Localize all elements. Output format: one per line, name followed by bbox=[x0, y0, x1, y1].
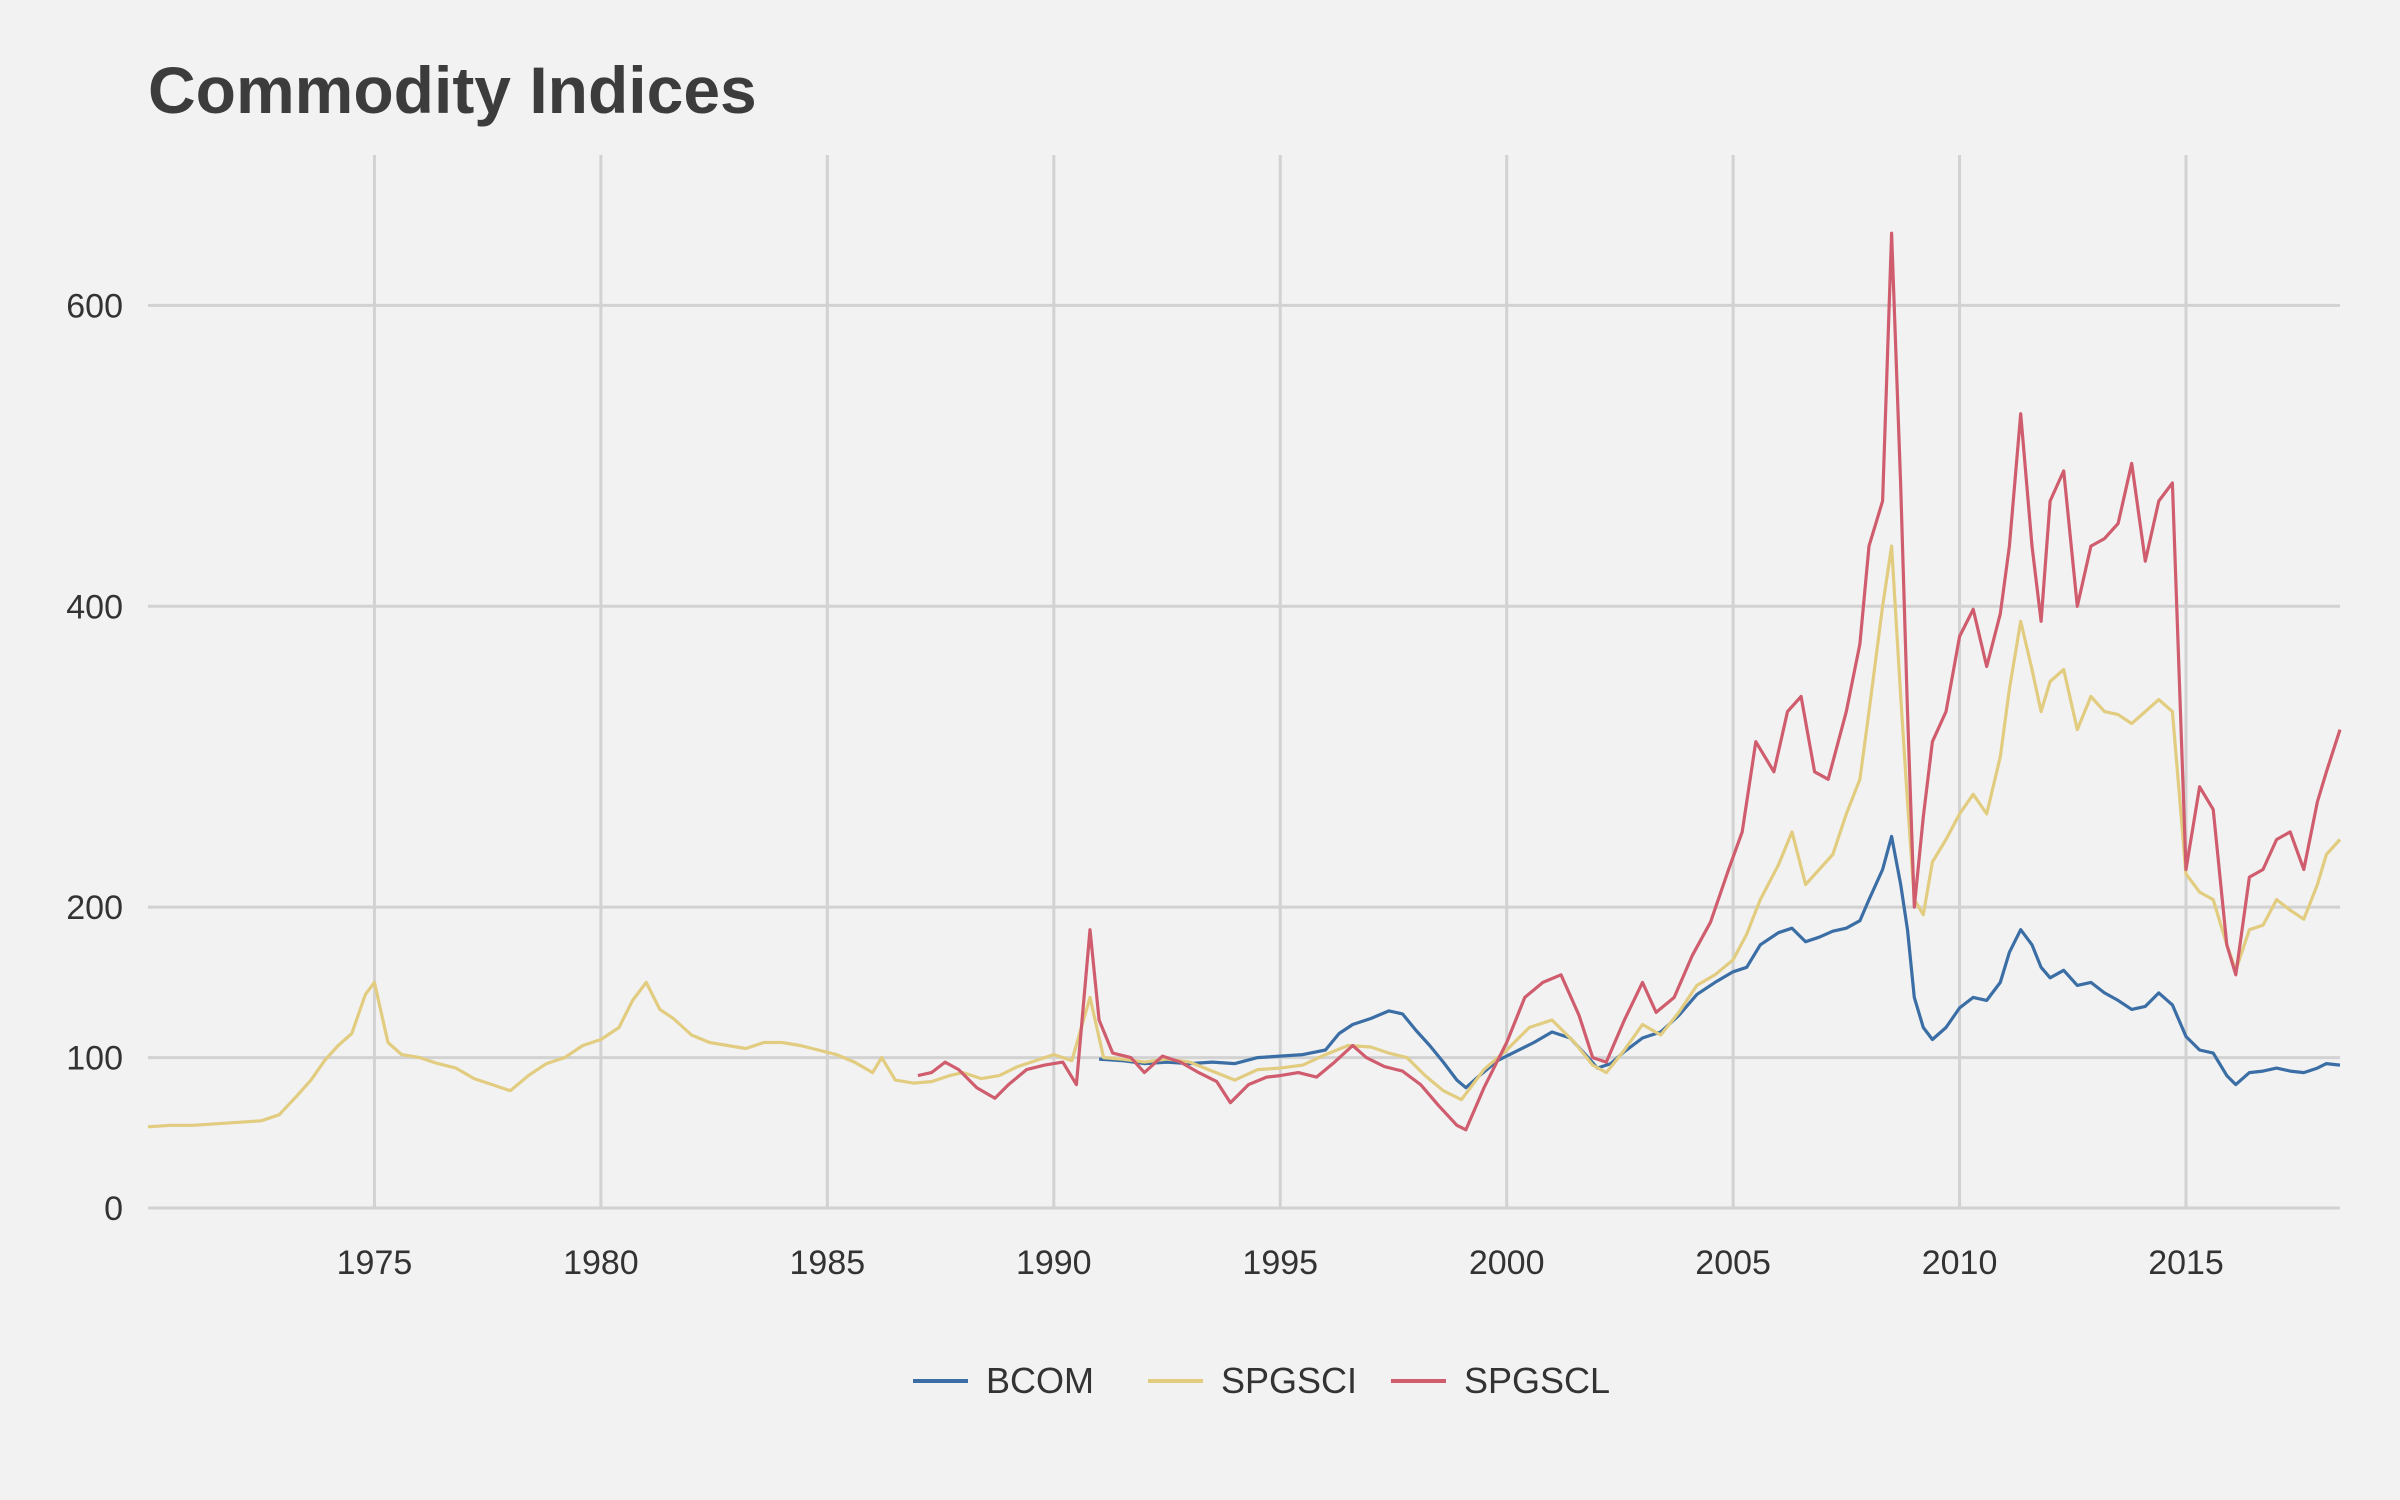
x-tick-label-1985: 1985 bbox=[790, 1244, 866, 1282]
series-line-spgscl bbox=[917, 231, 2342, 1132]
x-tick-label-1975: 1975 bbox=[337, 1244, 413, 1282]
series-line-bcom bbox=[1098, 834, 2341, 1090]
y-tick-label-200: 200 bbox=[66, 889, 123, 927]
x-tick-label-2010: 2010 bbox=[1922, 1244, 1998, 1282]
x-tick-label-1980: 1980 bbox=[563, 1244, 639, 1282]
x-tick-label-1990: 1990 bbox=[1016, 1244, 1092, 1282]
series-lines bbox=[147, 231, 2342, 1132]
y-tick-label-100: 100 bbox=[66, 1040, 123, 1078]
legend-label-bcom: BCOM bbox=[986, 1360, 1094, 1401]
x-tick-label-1995: 1995 bbox=[1242, 1244, 1318, 1282]
chart-title: Commodity Indices bbox=[148, 53, 757, 127]
series-line-spgsci bbox=[147, 544, 2342, 1129]
y-tick-label-600: 600 bbox=[66, 287, 123, 325]
legend-label-spgsci: SPGSCI bbox=[1221, 1360, 1357, 1401]
y-axis-ticks: 0 100 200 400 600 bbox=[66, 287, 123, 1228]
y-tick-label-400: 400 bbox=[66, 588, 123, 626]
x-tick-label-2005: 2005 bbox=[1695, 1244, 1771, 1282]
y-tick-label-0: 0 bbox=[104, 1190, 123, 1228]
legend: BCOM SPGSCI SPGSCL bbox=[913, 1360, 1610, 1401]
grid-lines bbox=[148, 155, 2340, 1210]
legend-label-spgscl: SPGSCL bbox=[1464, 1360, 1610, 1401]
x-axis-ticks: 1975 1980 1985 1990 1995 2000 2005 2010 2015 bbox=[337, 1244, 2224, 1282]
x-tick-label-2015: 2015 bbox=[2148, 1244, 2224, 1282]
x-tick-label-2000: 2000 bbox=[1469, 1244, 1545, 1282]
